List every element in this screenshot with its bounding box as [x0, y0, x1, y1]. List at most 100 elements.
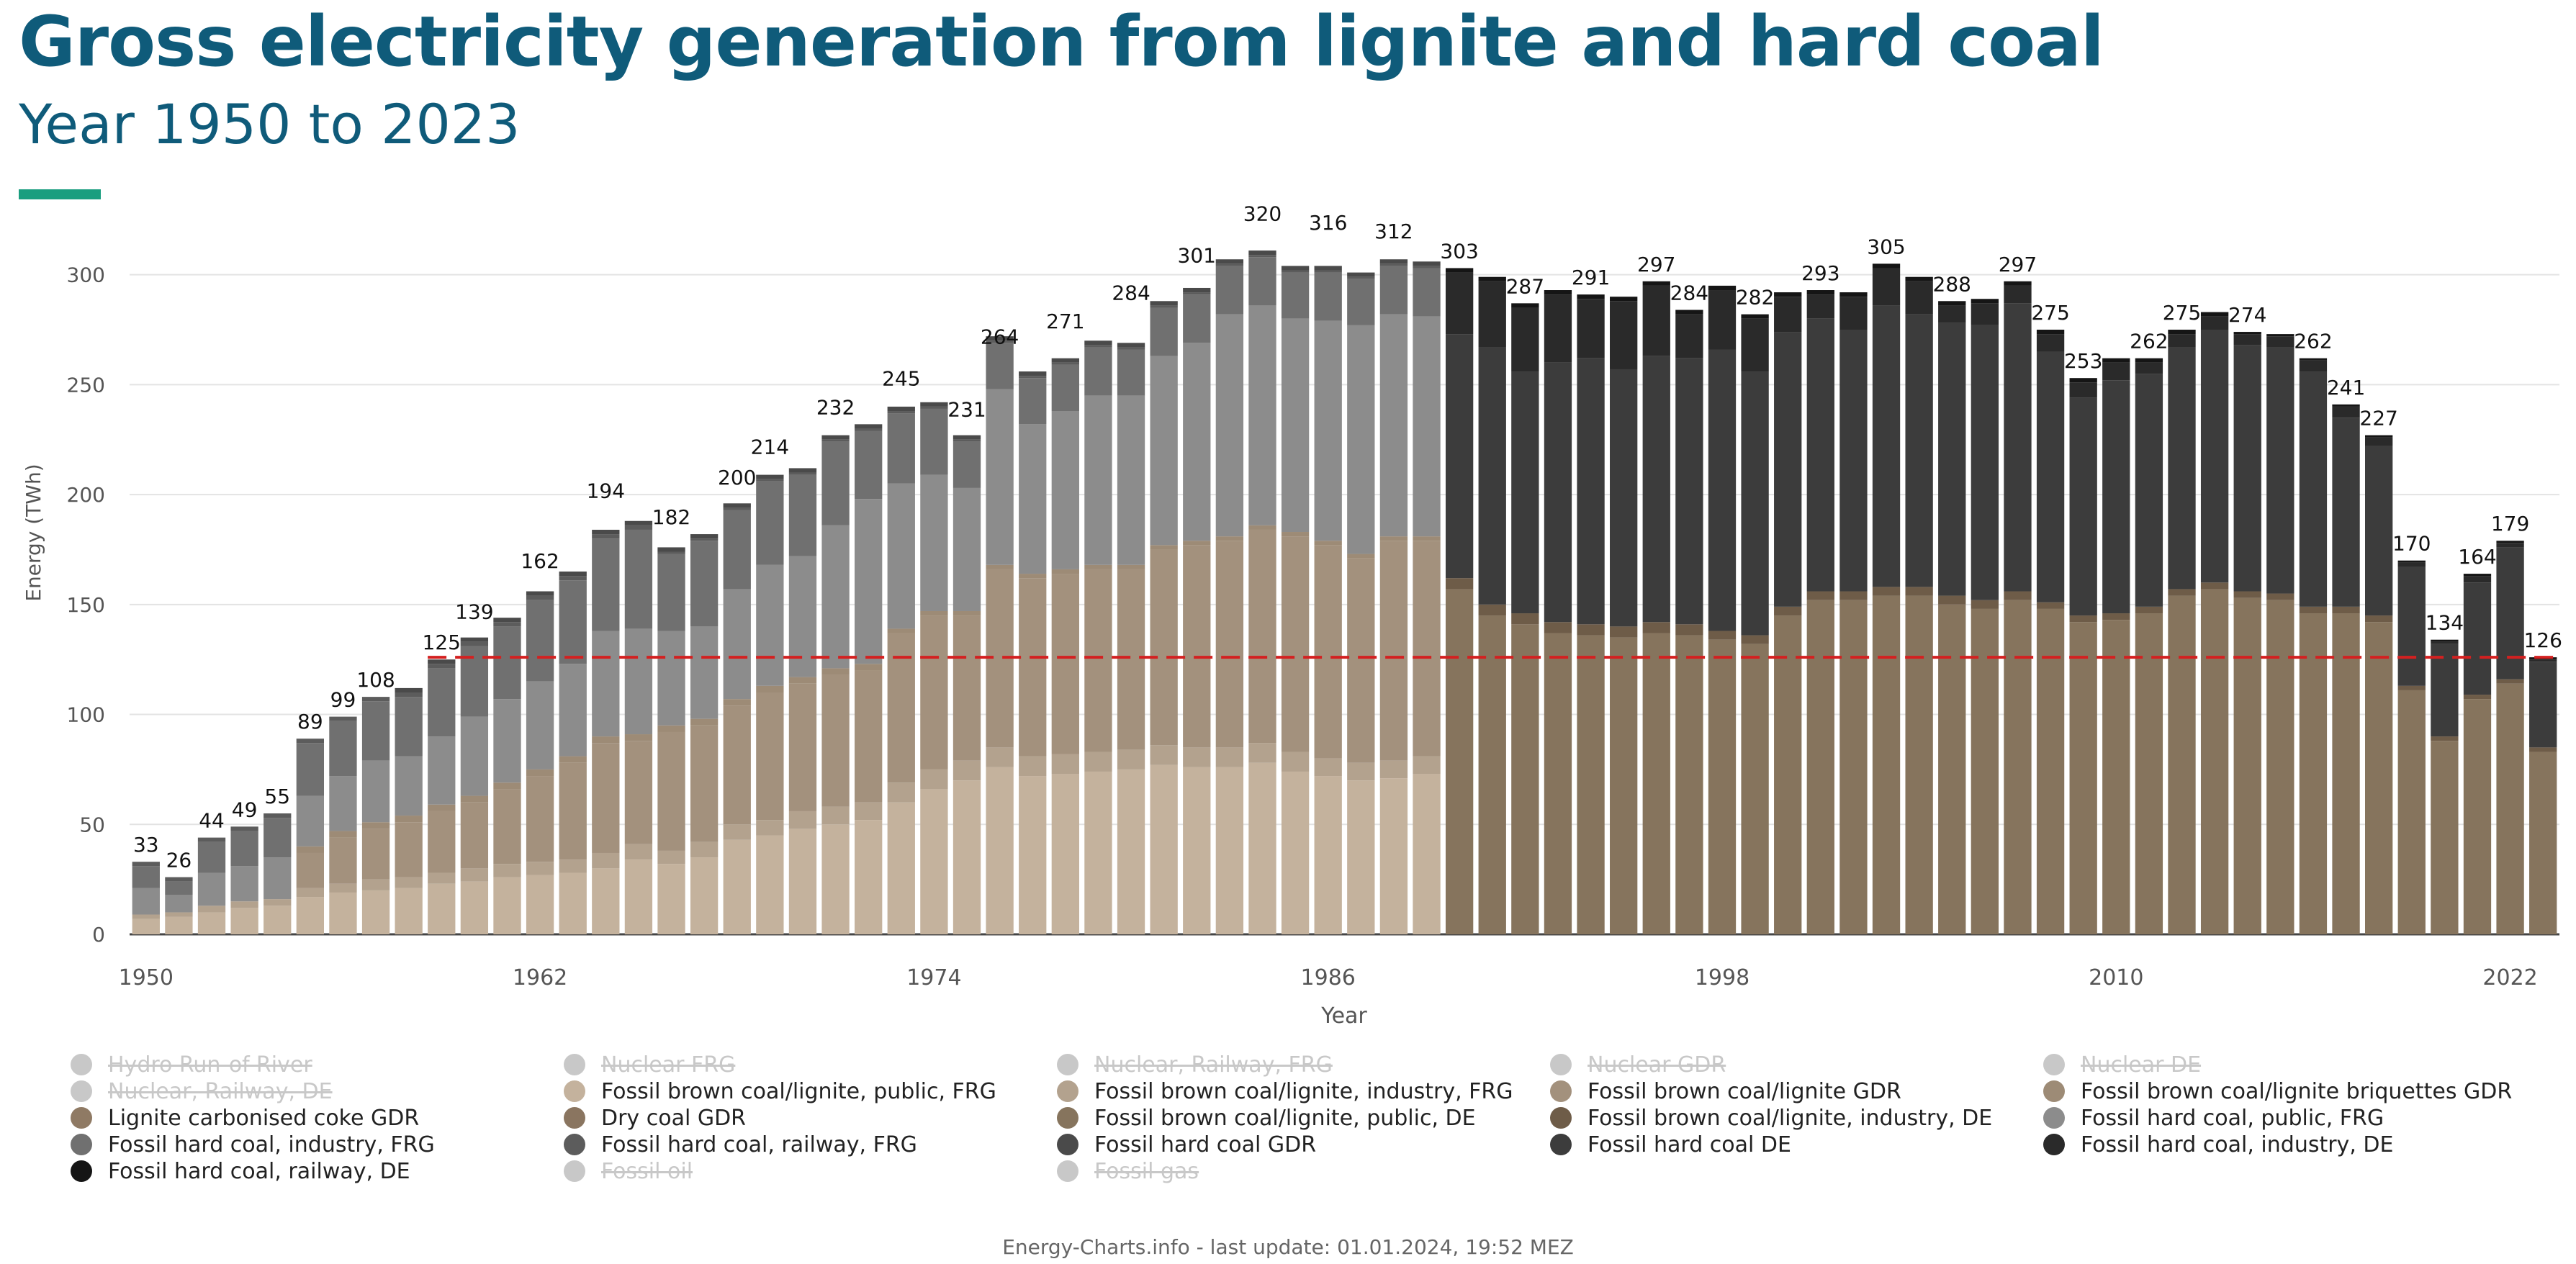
bar-segment[interactable]	[2397, 685, 2426, 690]
bar-segment[interactable]	[986, 340, 1014, 343]
bar-segment[interactable]	[1445, 272, 1474, 335]
bar-stack-1990[interactable]	[1445, 268, 1474, 934]
bar-segment[interactable]	[1150, 549, 1178, 746]
bar-segment[interactable]	[690, 534, 719, 539]
bar-segment[interactable]	[1051, 574, 1079, 754]
bar-segment[interactable]	[2168, 347, 2196, 590]
bar-segment[interactable]	[2135, 374, 2163, 607]
bar-stack-1999[interactable]	[1741, 314, 1769, 934]
bar-segment[interactable]	[1445, 589, 1474, 934]
bar-segment[interactable]	[1905, 595, 1933, 934]
bar-segment[interactable]	[2529, 751, 2557, 934]
legend-item[interactable]: Fossil hard coal, railway, DE	[71, 1159, 410, 1185]
bar-segment[interactable]	[428, 659, 456, 664]
bar-segment[interactable]	[1347, 762, 1375, 781]
bar-segment[interactable]	[1314, 320, 1342, 541]
bar-segment[interactable]	[953, 610, 981, 616]
bar-segment[interactable]	[230, 826, 258, 831]
bar-segment[interactable]	[2431, 639, 2459, 642]
bar-segment[interactable]	[460, 881, 489, 934]
bar-stack-1982[interactable]	[1183, 287, 1211, 934]
bar-segment[interactable]	[493, 699, 521, 783]
bar-segment[interactable]	[296, 888, 324, 898]
bar-stack-2010[interactable]	[2102, 358, 2130, 934]
bar-segment[interactable]	[592, 631, 620, 737]
bar-segment[interactable]	[2233, 597, 2261, 934]
bar-segment[interactable]	[2200, 582, 2229, 590]
bar-segment[interactable]	[1248, 743, 1276, 763]
bar-segment[interactable]	[855, 430, 883, 500]
bar-segment[interactable]	[2004, 285, 2032, 304]
bar-stack-1992[interactable]	[1511, 303, 1539, 934]
bar-segment[interactable]	[1150, 301, 1178, 306]
legend-item[interactable]: Fossil brown coal/lignite, public, DE	[1057, 1106, 1476, 1132]
bar-segment[interactable]	[657, 864, 685, 934]
bar-segment[interactable]	[2463, 699, 2492, 934]
bar-segment[interactable]	[1379, 314, 1408, 537]
bar-segment[interactable]	[920, 615, 948, 769]
bar-segment[interactable]	[1084, 345, 1112, 348]
bar-segment[interactable]	[1642, 622, 1670, 633]
bar-segment[interactable]	[1347, 780, 1375, 934]
bar-segment[interactable]	[493, 864, 521, 877]
bar-segment[interactable]	[2036, 334, 2065, 352]
bar-segment[interactable]	[2200, 312, 2229, 317]
bar-segment[interactable]	[526, 769, 554, 777]
bar-segment[interactable]	[1314, 545, 1342, 759]
bar-segment[interactable]	[395, 877, 423, 888]
bar-segment[interactable]	[2036, 330, 2065, 335]
bar-segment[interactable]	[1675, 314, 1703, 358]
bar-segment[interactable]	[1610, 297, 1638, 302]
bar-segment[interactable]	[1675, 310, 1703, 315]
bar-segment[interactable]	[1708, 285, 1737, 291]
bar-segment[interactable]	[1445, 334, 1474, 579]
bar-segment[interactable]	[460, 795, 489, 803]
bar-segment[interactable]	[1314, 758, 1342, 777]
bar-segment[interactable]	[855, 820, 883, 934]
bar-stack-2016[interactable]	[2299, 358, 2328, 934]
bar-segment[interactable]	[428, 736, 456, 805]
bar-segment[interactable]	[2397, 560, 2426, 563]
bar-segment[interactable]	[1150, 307, 1178, 356]
bar-segment[interactable]	[1839, 297, 1868, 330]
bar-stack-1991[interactable]	[1478, 276, 1506, 934]
bar-segment[interactable]	[1872, 587, 1901, 596]
bar-segment[interactable]	[1413, 261, 1441, 266]
bar-stack-1970[interactable]	[788, 468, 817, 934]
bar-segment[interactable]	[2463, 695, 2492, 700]
bar-segment[interactable]	[1872, 263, 1901, 268]
bar-segment[interactable]	[887, 406, 915, 412]
bar-segment[interactable]	[1183, 767, 1211, 934]
bar-stack-2012[interactable]	[2168, 330, 2196, 934]
bar-segment[interactable]	[2299, 606, 2328, 614]
bar-segment[interactable]	[723, 705, 751, 825]
bar-segment[interactable]	[1150, 764, 1178, 934]
bar-segment[interactable]	[2102, 358, 2130, 363]
bar-segment[interactable]	[1347, 558, 1375, 763]
bar-segment[interactable]	[2299, 360, 2328, 372]
bar-segment[interactable]	[1215, 536, 1244, 541]
bar-segment[interactable]	[1019, 574, 1047, 579]
bar-segment[interactable]	[1478, 604, 1506, 616]
legend-item[interactable]: Nuclear GDR	[1550, 1052, 1726, 1078]
bar-segment[interactable]	[690, 857, 719, 934]
bar-segment[interactable]	[1774, 606, 1802, 616]
bar-segment[interactable]	[723, 699, 751, 706]
bar-segment[interactable]	[1281, 536, 1310, 752]
bar-segment[interactable]	[690, 841, 719, 858]
bar-segment[interactable]	[756, 479, 784, 482]
bar-segment[interactable]	[1806, 318, 1834, 592]
bar-segment[interactable]	[2168, 330, 2196, 335]
bar-segment[interactable]	[756, 481, 784, 565]
bar-segment[interactable]	[2365, 622, 2393, 934]
bar-segment[interactable]	[2102, 620, 2130, 934]
bar-segment[interactable]	[230, 908, 258, 934]
bar-segment[interactable]	[1544, 622, 1572, 633]
bar-stack-2009[interactable]	[2069, 378, 2097, 934]
bar-stack-1960[interactable]	[460, 637, 489, 934]
bar-segment[interactable]	[132, 866, 160, 888]
bar-segment[interactable]	[1413, 316, 1441, 537]
bar-stack-1962[interactable]	[526, 591, 554, 934]
bar-segment[interactable]	[592, 868, 620, 934]
bar-segment[interactable]	[887, 411, 915, 414]
